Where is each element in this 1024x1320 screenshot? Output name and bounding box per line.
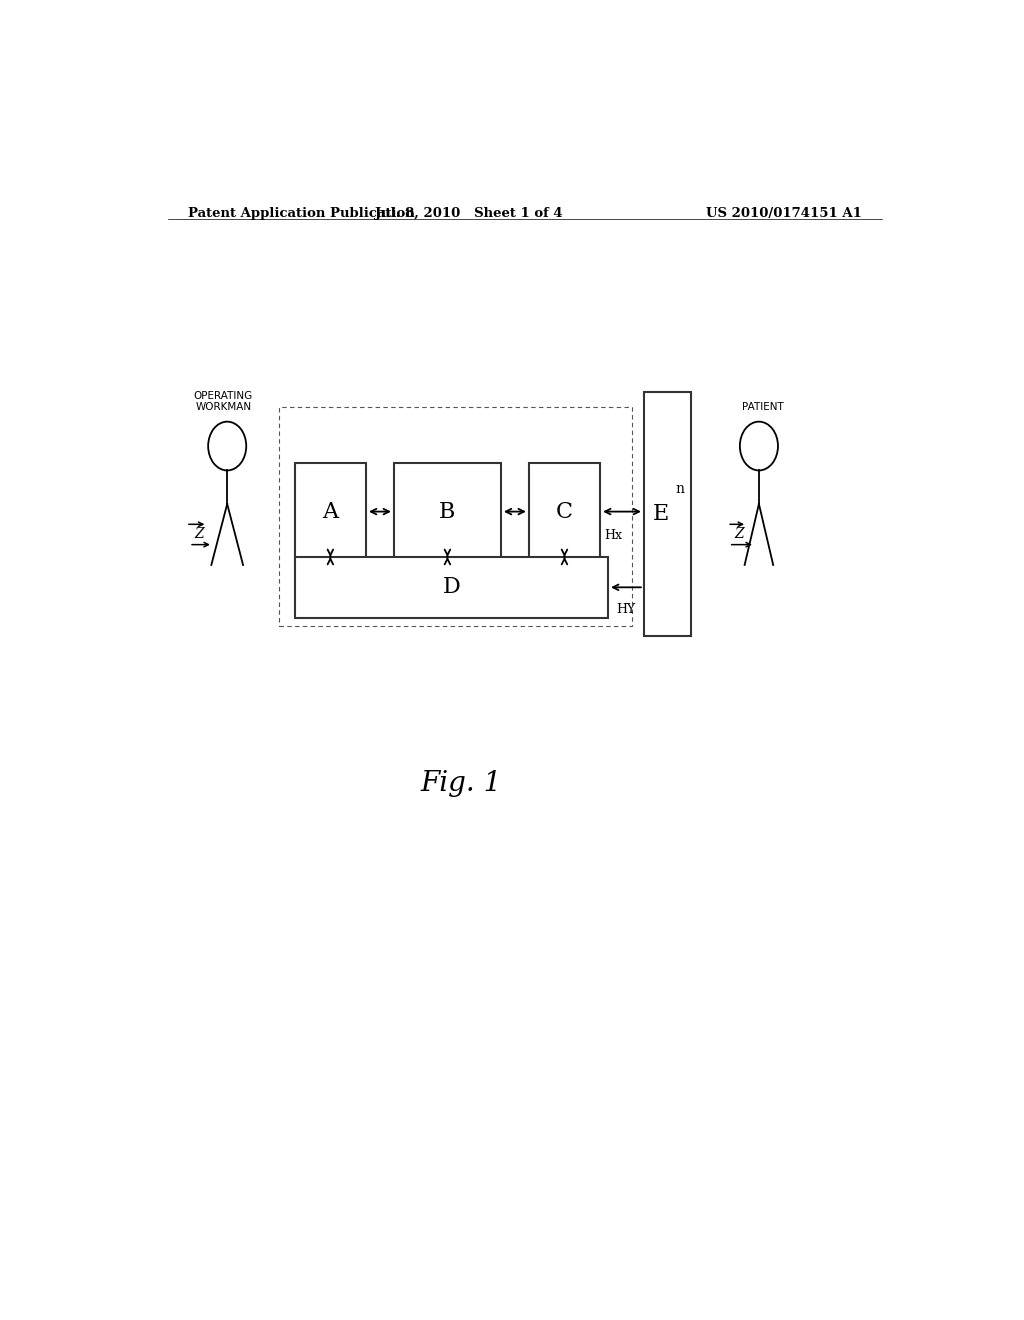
Text: C: C bbox=[556, 500, 573, 523]
Text: D: D bbox=[442, 577, 460, 598]
Text: A: A bbox=[323, 500, 338, 523]
Text: HY: HY bbox=[616, 602, 635, 615]
Text: Hx: Hx bbox=[604, 529, 623, 543]
Text: n: n bbox=[675, 482, 684, 496]
Text: Jul. 8, 2010   Sheet 1 of 4: Jul. 8, 2010 Sheet 1 of 4 bbox=[376, 207, 563, 220]
Text: E: E bbox=[653, 503, 670, 525]
Bar bbox=[394, 463, 501, 560]
Text: Z: Z bbox=[734, 528, 743, 541]
Bar bbox=[295, 557, 608, 618]
Bar bbox=[295, 463, 367, 560]
Text: Z: Z bbox=[195, 528, 204, 541]
Bar bbox=[528, 463, 600, 560]
Bar bbox=[279, 408, 632, 626]
Text: Fig. 1: Fig. 1 bbox=[421, 770, 502, 797]
Bar bbox=[644, 392, 691, 636]
Text: B: B bbox=[439, 500, 456, 523]
Text: Patent Application Publication: Patent Application Publication bbox=[187, 207, 415, 220]
Text: PATIENT: PATIENT bbox=[742, 403, 783, 412]
Text: OPERATING
WORKMAN: OPERATING WORKMAN bbox=[194, 391, 253, 412]
Text: US 2010/0174151 A1: US 2010/0174151 A1 bbox=[707, 207, 862, 220]
